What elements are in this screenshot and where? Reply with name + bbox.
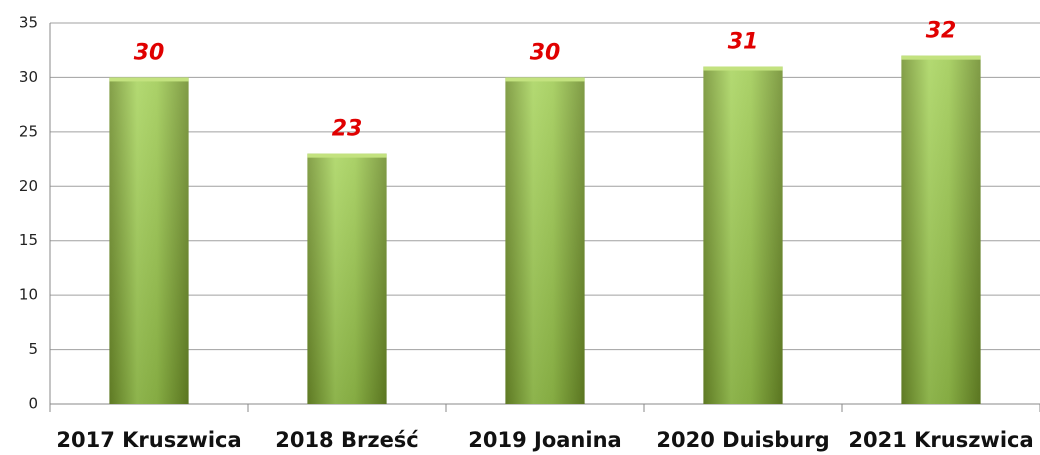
bar-cap	[901, 55, 981, 60]
bar-shade	[109, 77, 189, 404]
data-label: 23	[332, 117, 363, 142]
bar-shade	[901, 55, 981, 405]
y-tick-label: 0	[28, 395, 38, 413]
data-label: 31	[728, 30, 759, 55]
y-tick-label: 15	[19, 231, 38, 249]
bar-cap	[307, 153, 387, 158]
y-tick-label: 20	[19, 177, 38, 195]
bar-shade	[703, 66, 783, 405]
x-tick-label: 2018 Brześć	[275, 428, 419, 452]
data-label: 30	[530, 40, 561, 65]
x-tick-label: 2019 Joanina	[468, 428, 621, 452]
y-tick-label: 30	[19, 68, 38, 86]
y-tick-label: 5	[28, 340, 38, 358]
bar-shade	[307, 153, 387, 404]
y-tick-label: 25	[19, 122, 38, 140]
x-tick-label: 2021 Kruszwica	[848, 428, 1033, 452]
x-tick-label: 2017 Kruszwica	[56, 428, 241, 452]
data-label: 30	[134, 40, 165, 65]
data-label: 32	[926, 19, 957, 44]
bar-shade	[505, 77, 585, 404]
bar-cap	[505, 77, 585, 82]
y-tick-label: 35	[19, 14, 38, 32]
bar-cap	[703, 66, 783, 71]
bar-cap	[109, 77, 189, 82]
y-tick-label: 10	[19, 286, 38, 304]
x-tick-label: 2020 Duisburg	[656, 428, 829, 452]
